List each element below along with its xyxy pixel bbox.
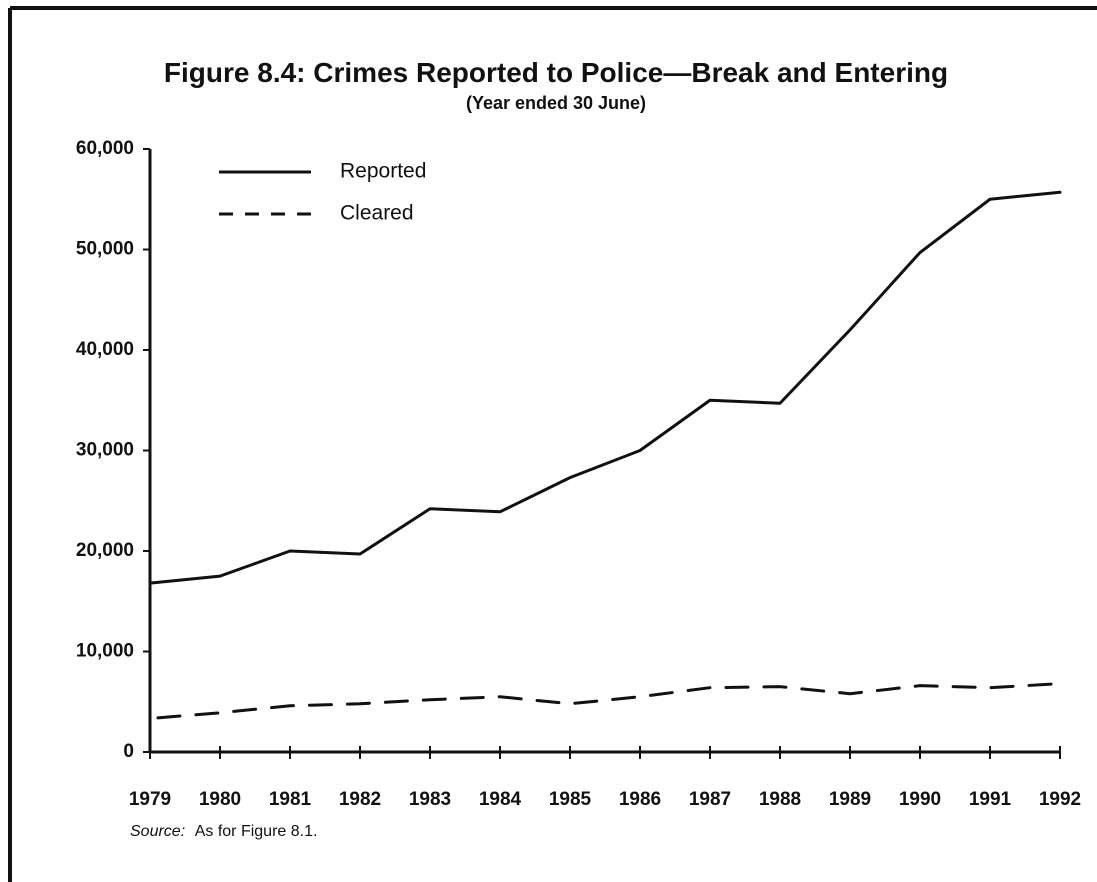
x-tick-label: 1992 xyxy=(1039,789,1081,810)
x-tick-label: 1987 xyxy=(689,789,731,810)
series-layer xyxy=(148,190,1062,720)
source-label: Source: xyxy=(130,823,185,840)
x-tick-label: 1990 xyxy=(899,789,941,810)
y-tick-label: 20,000 xyxy=(76,540,134,561)
y-tick-label: 0 xyxy=(123,741,134,762)
x-tick-label: 1989 xyxy=(829,789,871,810)
chart-subtitle: (Year ended 30 June) xyxy=(466,93,646,113)
y-tick-label: 50,000 xyxy=(76,239,134,260)
y-tick-label: 10,000 xyxy=(76,641,134,662)
x-tick-label: 1988 xyxy=(759,789,801,810)
y-tick-label: 30,000 xyxy=(76,440,134,461)
x-tick-label: 1981 xyxy=(269,789,312,810)
legend: Reported Cleared xyxy=(219,160,426,225)
series-line-reported xyxy=(148,190,1062,585)
legend-label-reported: Reported xyxy=(340,160,426,183)
legend-label-cleared: Cleared xyxy=(340,202,414,225)
x-tick-label: 1985 xyxy=(549,789,592,810)
y-axis-ticks: 0 10,000 20,000 30,000 40,000 50,000 60,000 xyxy=(76,138,150,762)
x-tick-label: 1979 xyxy=(129,789,171,810)
x-tick-label: 1986 xyxy=(619,789,661,810)
source-text: As for Figure 8.1. xyxy=(195,823,318,840)
x-tick-label: 1983 xyxy=(409,789,451,810)
plot-area: 0 10,000 20,000 30,000 40,000 50,000 60,000 19… xyxy=(76,138,1081,810)
source-note: Source: As for Figure 8.1. xyxy=(130,823,317,840)
y-tick-label: 60,000 xyxy=(76,138,134,159)
x-tick-label: 1984 xyxy=(479,789,522,810)
y-tick-label: 40,000 xyxy=(76,339,134,360)
chart-title: Figure 8.4: Crimes Reported to Police—Br… xyxy=(164,57,948,88)
x-tick-label: 1980 xyxy=(199,789,241,810)
x-tick-label: 1982 xyxy=(339,789,381,810)
x-tick-label: 1991 xyxy=(969,789,1012,810)
x-axis-ticks: 1979 1980 1981 1982 1983 1984 1985 1986 1987 1988… xyxy=(129,746,1081,810)
